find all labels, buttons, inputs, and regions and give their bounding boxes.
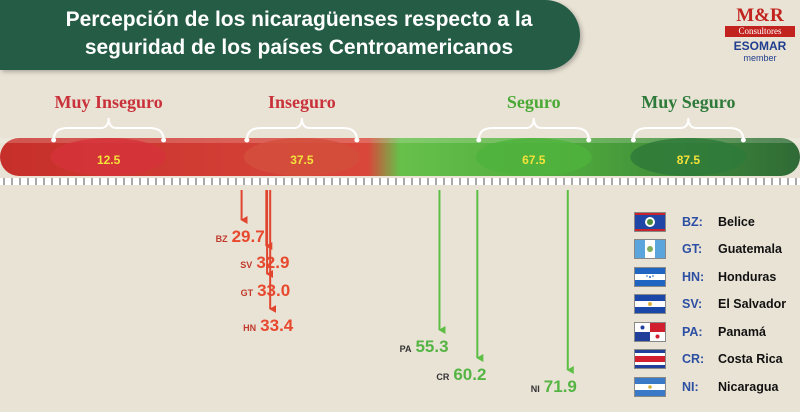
category-pill xyxy=(475,138,592,176)
legend-name: Nicaragua xyxy=(718,379,779,394)
country-code: NI xyxy=(531,384,540,394)
logo-esomar: ESOMAR xyxy=(733,39,787,53)
category-brace xyxy=(477,117,590,141)
logo-mark: M&R xyxy=(736,5,784,26)
title-line-2: seguridad de los países Centroamericanos xyxy=(84,36,514,59)
category-label: Muy Seguro xyxy=(641,92,735,112)
logo-subtitle: Consultores xyxy=(725,26,795,37)
legend-code: PA: xyxy=(682,324,703,339)
country-value: 33.0 xyxy=(257,281,290,300)
scale-bar-track xyxy=(0,138,800,176)
title-banner: Percepción de los nicaragüenses respecto… xyxy=(0,0,580,70)
brace-dot xyxy=(586,137,592,143)
legend-name: Honduras xyxy=(718,269,777,284)
category-label: Inseguro xyxy=(268,92,336,112)
logo-member: member xyxy=(743,53,777,63)
legend-item: HN: Honduras xyxy=(634,263,794,291)
scale-ruler xyxy=(0,178,800,185)
title-line-1: Percepción de los nicaragüenses respecto… xyxy=(65,8,533,31)
brace-dot xyxy=(244,137,250,143)
country-code: BZ xyxy=(216,234,228,244)
panama-flag-icon xyxy=(634,321,666,342)
category-pill xyxy=(630,138,747,176)
country-value: 32.9 xyxy=(256,253,289,272)
scale-bar-highlight xyxy=(0,138,800,143)
country-value: 29.7 xyxy=(232,227,265,246)
legend-code: HN: xyxy=(682,269,705,284)
category-brace xyxy=(52,117,165,141)
brace-dot xyxy=(630,137,636,143)
brace-dot xyxy=(740,137,746,143)
legend-code: NI: xyxy=(682,379,699,394)
country-markers: BZ 29.7 SV 32.9 GT 33.0 HN 33.4 PA 55.3 CR 60.2 NI 71… xyxy=(216,190,577,396)
category-midpoint: 12.5 xyxy=(97,153,121,167)
legend-item: SV: El Salvador xyxy=(634,291,794,319)
category-label: Seguro xyxy=(507,92,561,112)
honduras-flag-icon xyxy=(634,266,666,287)
brace-dot xyxy=(51,137,57,143)
brace-dot xyxy=(354,137,360,143)
category-brace xyxy=(245,117,358,141)
legend-name: Costa Rica xyxy=(718,352,783,367)
country-code: HN xyxy=(243,323,256,333)
company-logo: M&R Consultores ESOMAR member xyxy=(725,6,795,63)
country-code: SV xyxy=(240,260,252,270)
nicaragua-flag-icon xyxy=(634,376,666,397)
brace-dot xyxy=(476,137,482,143)
legend-code: CR: xyxy=(682,352,705,367)
legend-name: Belice xyxy=(718,214,755,229)
legend-item: CR: Costa Rica xyxy=(634,346,794,374)
category-pill xyxy=(50,138,167,176)
country-code: PA xyxy=(400,344,412,354)
belize-flag-icon xyxy=(634,211,666,232)
legend-code: GT: xyxy=(682,242,703,257)
country-code: CR xyxy=(436,372,449,382)
legend-code: SV: xyxy=(682,297,703,312)
country-value: 55.3 xyxy=(415,337,448,356)
category-pill xyxy=(243,138,360,176)
legend-name: Guatemala xyxy=(718,242,782,257)
legend-code: BZ: xyxy=(682,214,703,229)
category-label: Muy Inseguro xyxy=(55,92,163,112)
category-labels: Muy Inseguro 12.5 Inseguro 37.5 Seguro 67.5 Mu… xyxy=(50,92,747,176)
category-midpoint: 67.5 xyxy=(522,153,546,167)
legend-item: GT: Guatemala xyxy=(634,236,794,264)
legend-name: El Salvador xyxy=(718,297,787,312)
costa-rica-flag-icon xyxy=(634,349,666,370)
category-midpoint: 87.5 xyxy=(677,153,701,167)
legend-name: Panamá xyxy=(718,324,766,339)
brace-dot xyxy=(161,137,167,143)
country-value: 60.2 xyxy=(453,365,486,384)
country-value: 33.4 xyxy=(260,316,294,335)
country-code: GT xyxy=(241,288,254,298)
category-midpoint: 37.5 xyxy=(290,153,314,167)
category-brace xyxy=(632,117,745,141)
legend-item: PA: Panamá xyxy=(634,318,794,346)
legend-item: BZ: Belice xyxy=(634,208,794,236)
legend: BZ: Belice GT: Guatemala HN: Honduras SV… xyxy=(634,208,794,401)
guatemala-flag-icon xyxy=(634,239,666,260)
country-value: 71.9 xyxy=(544,377,577,396)
scale-bar xyxy=(0,138,800,185)
legend-item: NI: Nicaragua xyxy=(634,373,794,401)
el-salvador-flag-icon xyxy=(634,294,666,315)
